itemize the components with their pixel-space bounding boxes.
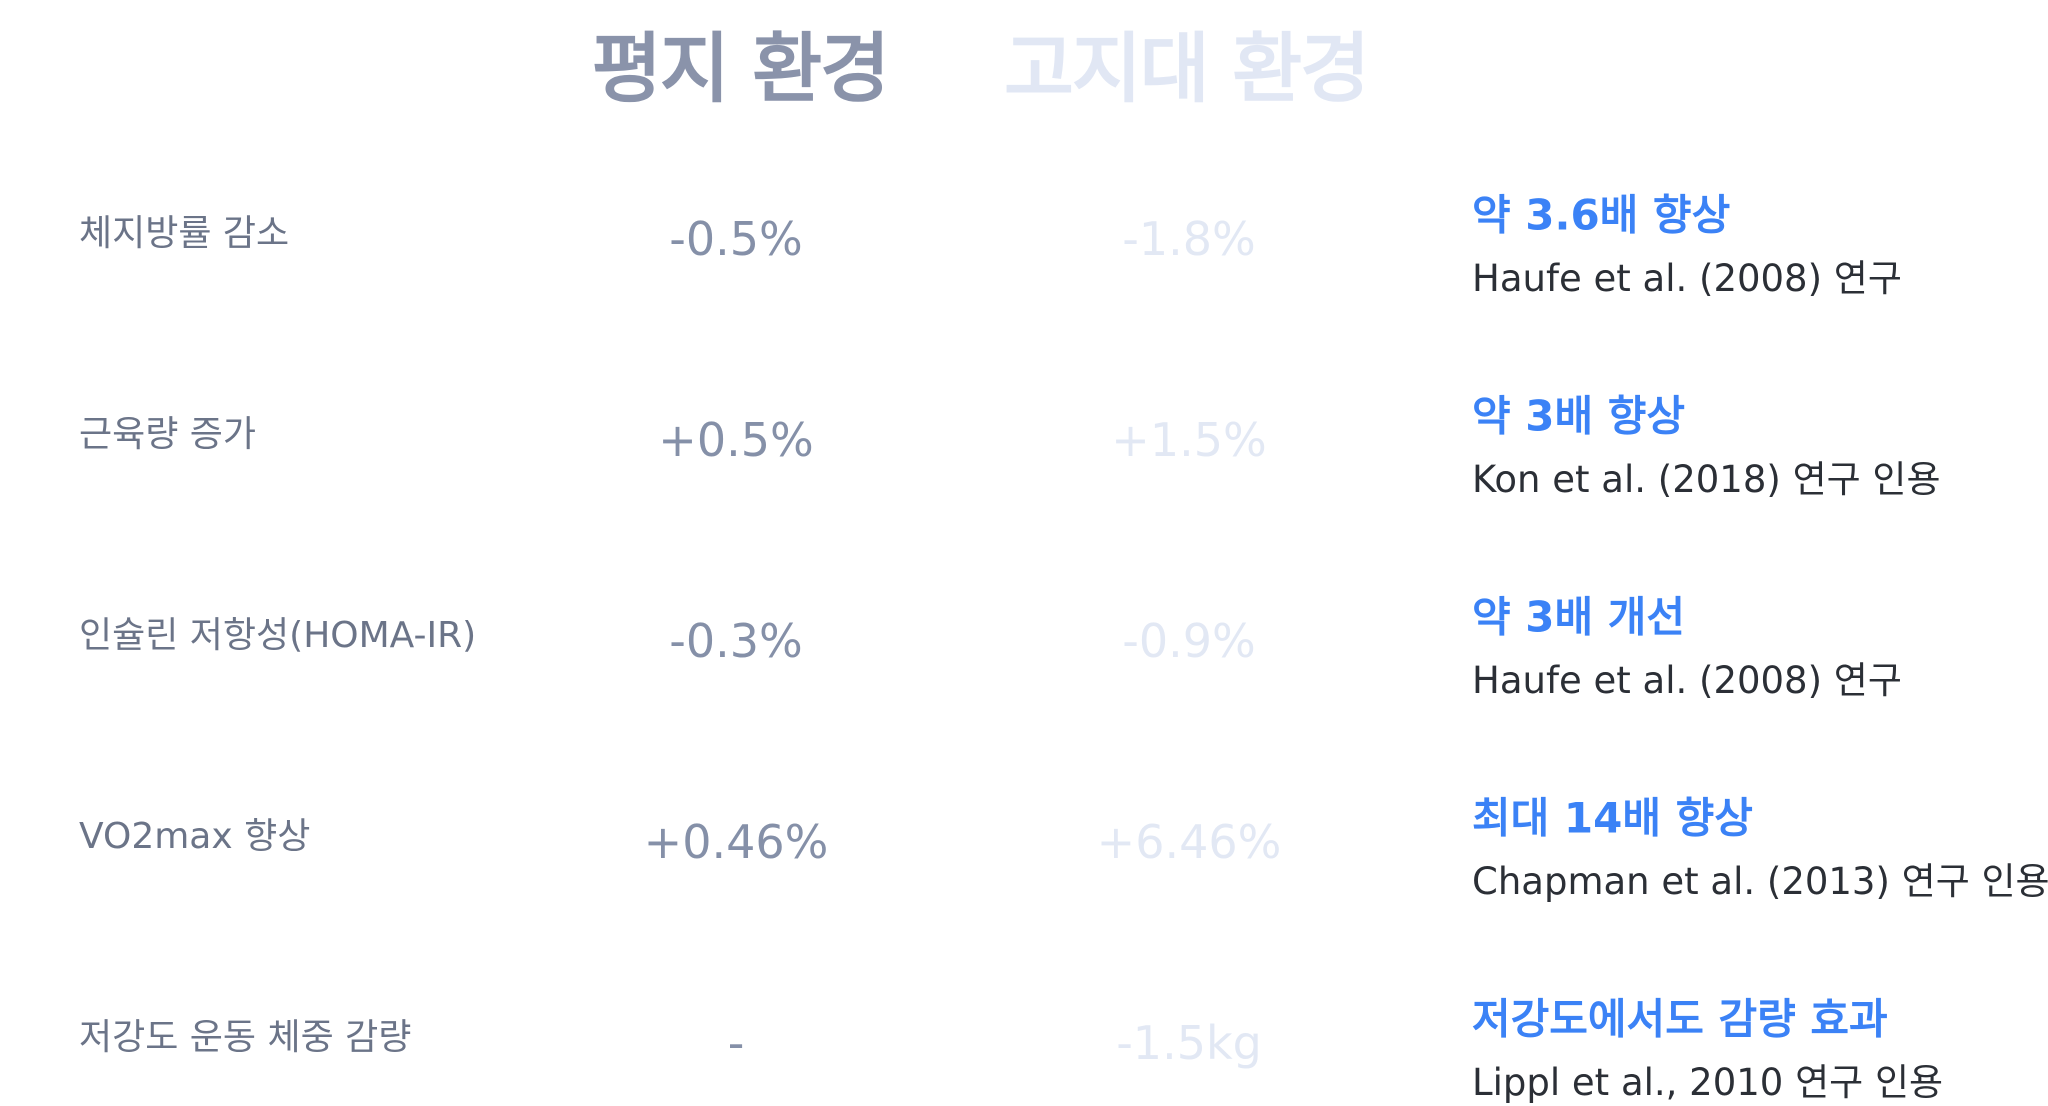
- effect: 약 3배 향상: [1472, 391, 1686, 441]
- source: Haufe et al. (2008) 연구: [1472, 659, 1902, 702]
- flat-value: -0.5%: [669, 212, 803, 266]
- flat-value: +0.5%: [658, 413, 814, 467]
- altitude-value: -1.5kg: [1116, 1016, 1262, 1070]
- altitude-value: +6.46%: [1096, 815, 1282, 869]
- source: Haufe et al. (2008) 연구: [1472, 257, 1902, 300]
- effect: 약 3배 개선: [1472, 592, 1686, 642]
- flat-value: +0.46%: [643, 815, 829, 869]
- effect: 저강도에서도 감량 효과: [1472, 994, 1888, 1044]
- effect: 약 3.6배 향상: [1472, 190, 1731, 240]
- row-label: 체지방률 감소: [79, 213, 290, 254]
- row-label: 인슐린 저항성(HOMA-IR): [79, 615, 477, 656]
- source: Lippl et al., 2010 연구 인용: [1472, 1061, 1944, 1104]
- flat-value: -0.3%: [669, 614, 803, 668]
- row-label: 저강도 운동 체중 감량: [79, 1017, 412, 1058]
- source: Kon et al. (2018) 연구 인용: [1472, 458, 1941, 501]
- header-altitude: 고지대 환경: [1003, 24, 1370, 113]
- altitude-value: -1.8%: [1122, 212, 1256, 266]
- effect: 최대 14배 향상: [1472, 793, 1753, 843]
- row-label: 근육량 증가: [79, 414, 257, 455]
- altitude-value: +1.5%: [1111, 413, 1267, 467]
- source: Chapman et al. (2013) 연구 인용: [1472, 860, 2048, 903]
- flat-value: -: [727, 1016, 745, 1070]
- altitude-value: -0.9%: [1122, 614, 1256, 668]
- header-flat: 평지 환경: [591, 24, 890, 113]
- row-label: VO2max 향상: [79, 816, 311, 857]
